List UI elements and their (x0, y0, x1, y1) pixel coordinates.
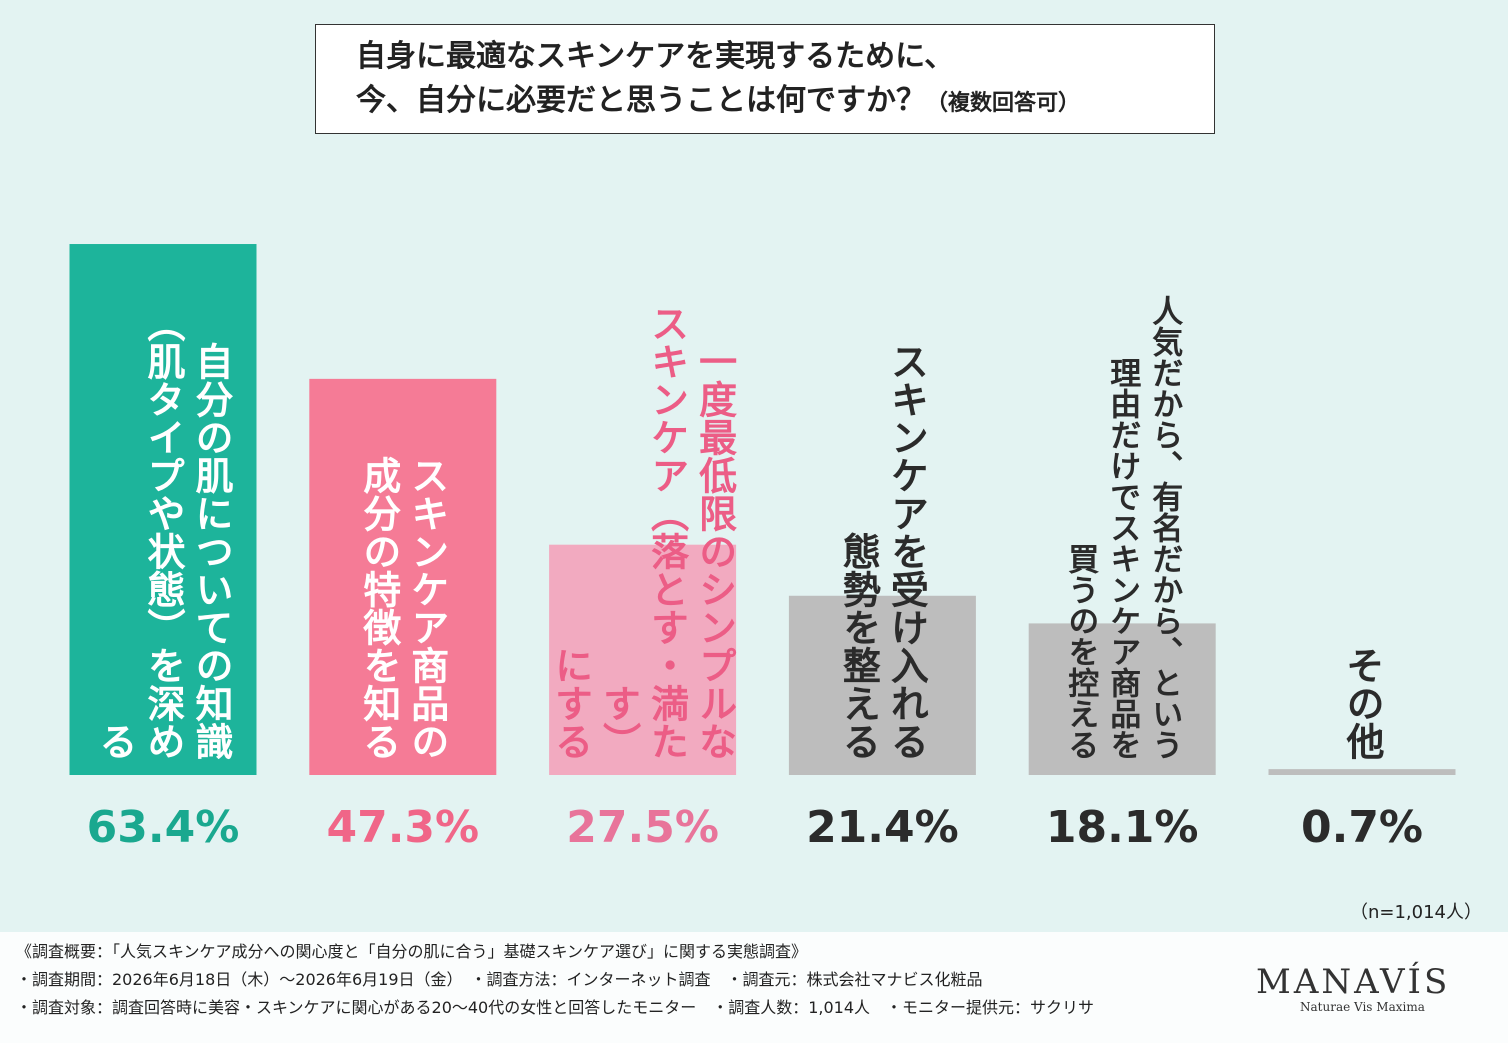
value-label: 0.7% (1301, 802, 1423, 853)
footer: 《調査概要：「人気スキンケア成分への関心度と「自分の肌に合う」基礎スキンケア選び… (0, 932, 1508, 1043)
bar (1268, 769, 1456, 775)
category-label: スキンケアを受け入れる 態勢を整える (834, 290, 930, 760)
bar (788, 595, 976, 775)
category-line: 一度最低限のシンプルな (692, 342, 737, 760)
footer-line: 《調査概要：「人気スキンケア成分への関心度と「自分の肌に合う」基礎スキンケア選び… (16, 942, 808, 961)
category-line: スキンケアを受け入れる (884, 342, 929, 760)
brand: MANAVÍS (1256, 962, 1451, 1002)
footer-line: ・調査期間：2026年6月18日（木）～2026年6月19日（金） ・調査方法：… (16, 970, 983, 989)
category-line: 買うのを控える (1062, 543, 1099, 760)
bar (309, 378, 497, 775)
value-label: 63.4% (87, 802, 240, 853)
category-label: 自分の肌についての知識 （肌タイプや状態）を深める (91, 290, 235, 760)
category-line: 自分の肌についての知識 (189, 342, 233, 760)
bar (69, 244, 257, 775)
category-line: その他 (1340, 646, 1384, 760)
category-line: スキンケア（落とす・満たす） (596, 304, 689, 760)
category-line: （肌タイプや状態）を深める (93, 304, 185, 760)
title-box: 自身に最適なスキンケアを実現するために、 今、自分に必要だと思うことは何ですか？… (315, 24, 1215, 134)
value-label: 21.4% (806, 802, 959, 853)
sample-note: （n=1,014人） (1349, 902, 1482, 923)
bar (549, 544, 737, 775)
value-label: 27.5% (566, 802, 719, 853)
category-label: その他 (1338, 290, 1386, 760)
category-line: 人気だから、有名だから、という (1146, 295, 1183, 760)
category-label: 人気だから、有名だから、という 理由だけでスキンケア商品を 買うのを控える (1059, 290, 1185, 760)
subtitle: （複数回答可） (926, 91, 1081, 116)
footer-line: ・調査対象：調査回答時に美容・スキンケアに関心がある20～40代の女性と回答した… (16, 998, 1095, 1017)
value-label: 47.3% (326, 802, 479, 853)
title-text: 今、自分に必要だと思うことは何ですか？ (356, 83, 926, 118)
category-label: 一度最低限のシンプルな スキンケア（落とす・満たす） にする (547, 290, 739, 760)
bar (1028, 623, 1216, 775)
title-line: 今、自分に必要だと思うことは何ですか？（複数回答可） (356, 79, 1214, 126)
brand-tagline: Naturae Vis Maxima (1300, 1000, 1425, 1014)
category-line: 成分の特徴を知る (356, 456, 401, 760)
category-line: にする (548, 646, 593, 760)
category-line: スキンケア商品の (404, 456, 449, 760)
category-line: 理由だけでスキンケア商品を (1104, 357, 1141, 760)
title-line: 自身に最適なスキンケアを実現するために、 (356, 39, 955, 74)
value-label: 18.1% (1046, 802, 1199, 853)
category-label: スキンケア商品の 成分の特徴を知る (355, 290, 451, 760)
category-line: 態勢を整える (836, 532, 881, 760)
